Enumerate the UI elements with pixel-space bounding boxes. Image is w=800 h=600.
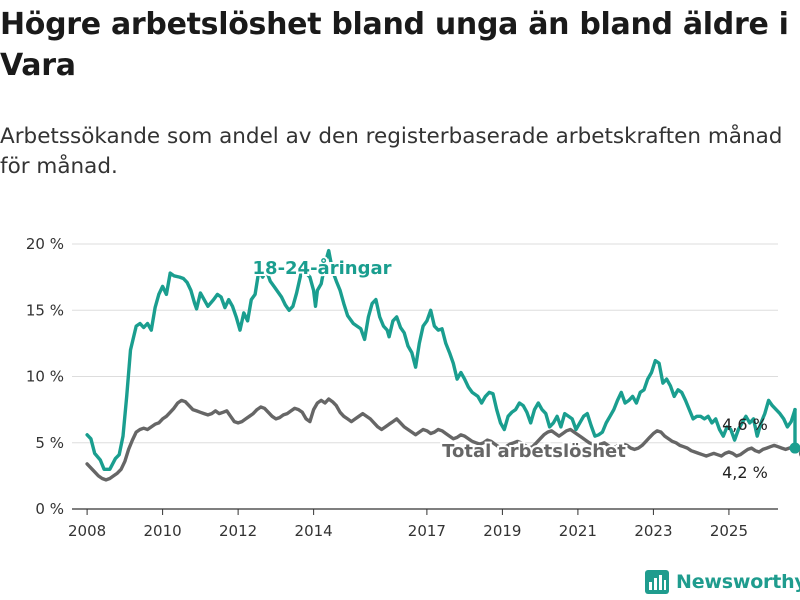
brand-name: Newsworthy — [676, 571, 800, 593]
newsworthy-logo: Newsworthy — [644, 568, 800, 596]
chart-title: Högre arbetslöshet bland unga än bland ä… — [0, 7, 789, 83]
y-tick-label: 20 % — [26, 235, 64, 253]
y-tick-label: 15 % — [26, 301, 64, 319]
chart-subtitle: Arbetssökande som andel av den registerb… — [0, 124, 783, 179]
end-value-label-youth: 4,6 % — [722, 415, 768, 434]
x-tick-label: 2008 — [68, 522, 106, 540]
series-line-youth — [85, 248, 797, 471]
x-tick-label: 2023 — [634, 522, 672, 540]
x-tick-label: 2010 — [144, 522, 182, 540]
y-tick-label: 0 % — [35, 500, 64, 518]
series-line-total — [85, 397, 800, 482]
bar-chart-logo-icon — [645, 570, 669, 594]
x-tick-label: 2017 — [408, 522, 446, 540]
series-label-total: Total arbetslöshet — [442, 441, 626, 462]
x-tick-label: 2012 — [219, 522, 257, 540]
x-tick-label: 2025 — [710, 522, 748, 540]
x-tick-label: 2019 — [483, 522, 521, 540]
y-tick-label: 10 % — [26, 368, 64, 386]
end-value-label-total: 4,2 % — [722, 463, 768, 482]
x-tick-label: 2014 — [295, 522, 333, 540]
end-point-youth — [789, 442, 800, 454]
series-label-youth: 18-24-åringar — [253, 257, 392, 279]
y-tick-label: 5 % — [35, 434, 64, 452]
x-tick-label: 2021 — [559, 522, 597, 540]
